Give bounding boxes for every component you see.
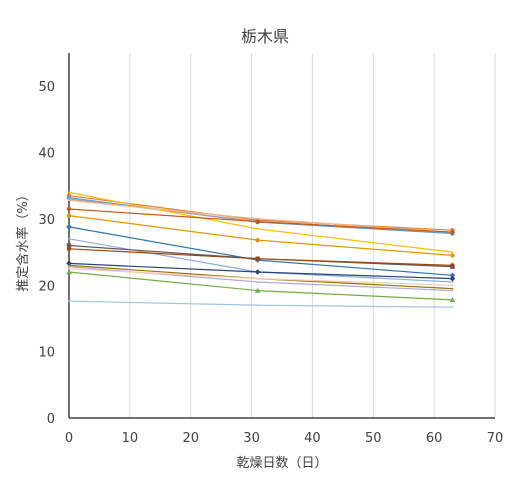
data-point [256,218,259,220]
x-tick-label: 0 [65,431,73,446]
axes [68,53,495,419]
data-point [256,277,259,280]
data-point [451,281,454,283]
data-point [68,267,70,270]
data-point [66,260,72,267]
data-point [66,206,72,212]
data-point [450,253,455,258]
data-point [68,300,70,303]
data-point [449,272,456,279]
data-point [68,265,70,268]
data-point [255,256,260,261]
y-axis-label: 推定含水率（%） [15,188,31,291]
data-point [451,251,454,253]
data-point [68,199,70,202]
data-point [256,227,259,230]
series-group [66,191,456,309]
data-point [68,237,70,240]
y-tick-label: 10 [38,346,55,361]
data-point [66,243,72,248]
tick-labels: 0 10 20 30 40 50 60 70 0 10 20 30 40 50 [38,80,503,446]
data-point [66,269,72,275]
data-point [449,297,456,303]
data-point [450,229,455,235]
data-point [254,287,261,293]
data-point [68,264,70,267]
y-tick-label: 40 [38,147,55,162]
x-tick-label: 20 [182,431,199,446]
data-point [451,284,454,287]
data-point [450,263,455,268]
data-point [451,289,454,292]
chart-title: 栃木県 [241,27,289,46]
data-point [68,198,70,200]
x-tick-label: 70 [487,431,504,446]
data-point [256,304,259,307]
data-point [66,213,72,218]
data-point [449,275,456,282]
data-point [256,281,259,283]
data-point [254,269,261,275]
x-tick-label: 30 [243,431,260,446]
x-tick-label: 50 [365,431,382,446]
x-tick-label: 60 [426,431,443,446]
data-point [66,224,72,230]
y-tick-label: 30 [38,213,55,228]
data-point [255,237,260,243]
data-point [255,219,260,224]
data-point [451,306,454,309]
y-tick-label: 20 [38,279,55,294]
y-tick-label: 0 [47,412,55,427]
data-point [68,191,70,194]
y-tick-label: 50 [38,80,55,95]
data-point [451,287,454,290]
x-axis-label: 乾燥日数（日） [236,456,327,471]
x-tick-label: 40 [304,431,321,446]
x-tick-label: 10 [122,431,139,446]
grid [129,53,496,418]
data-point [66,246,72,251]
